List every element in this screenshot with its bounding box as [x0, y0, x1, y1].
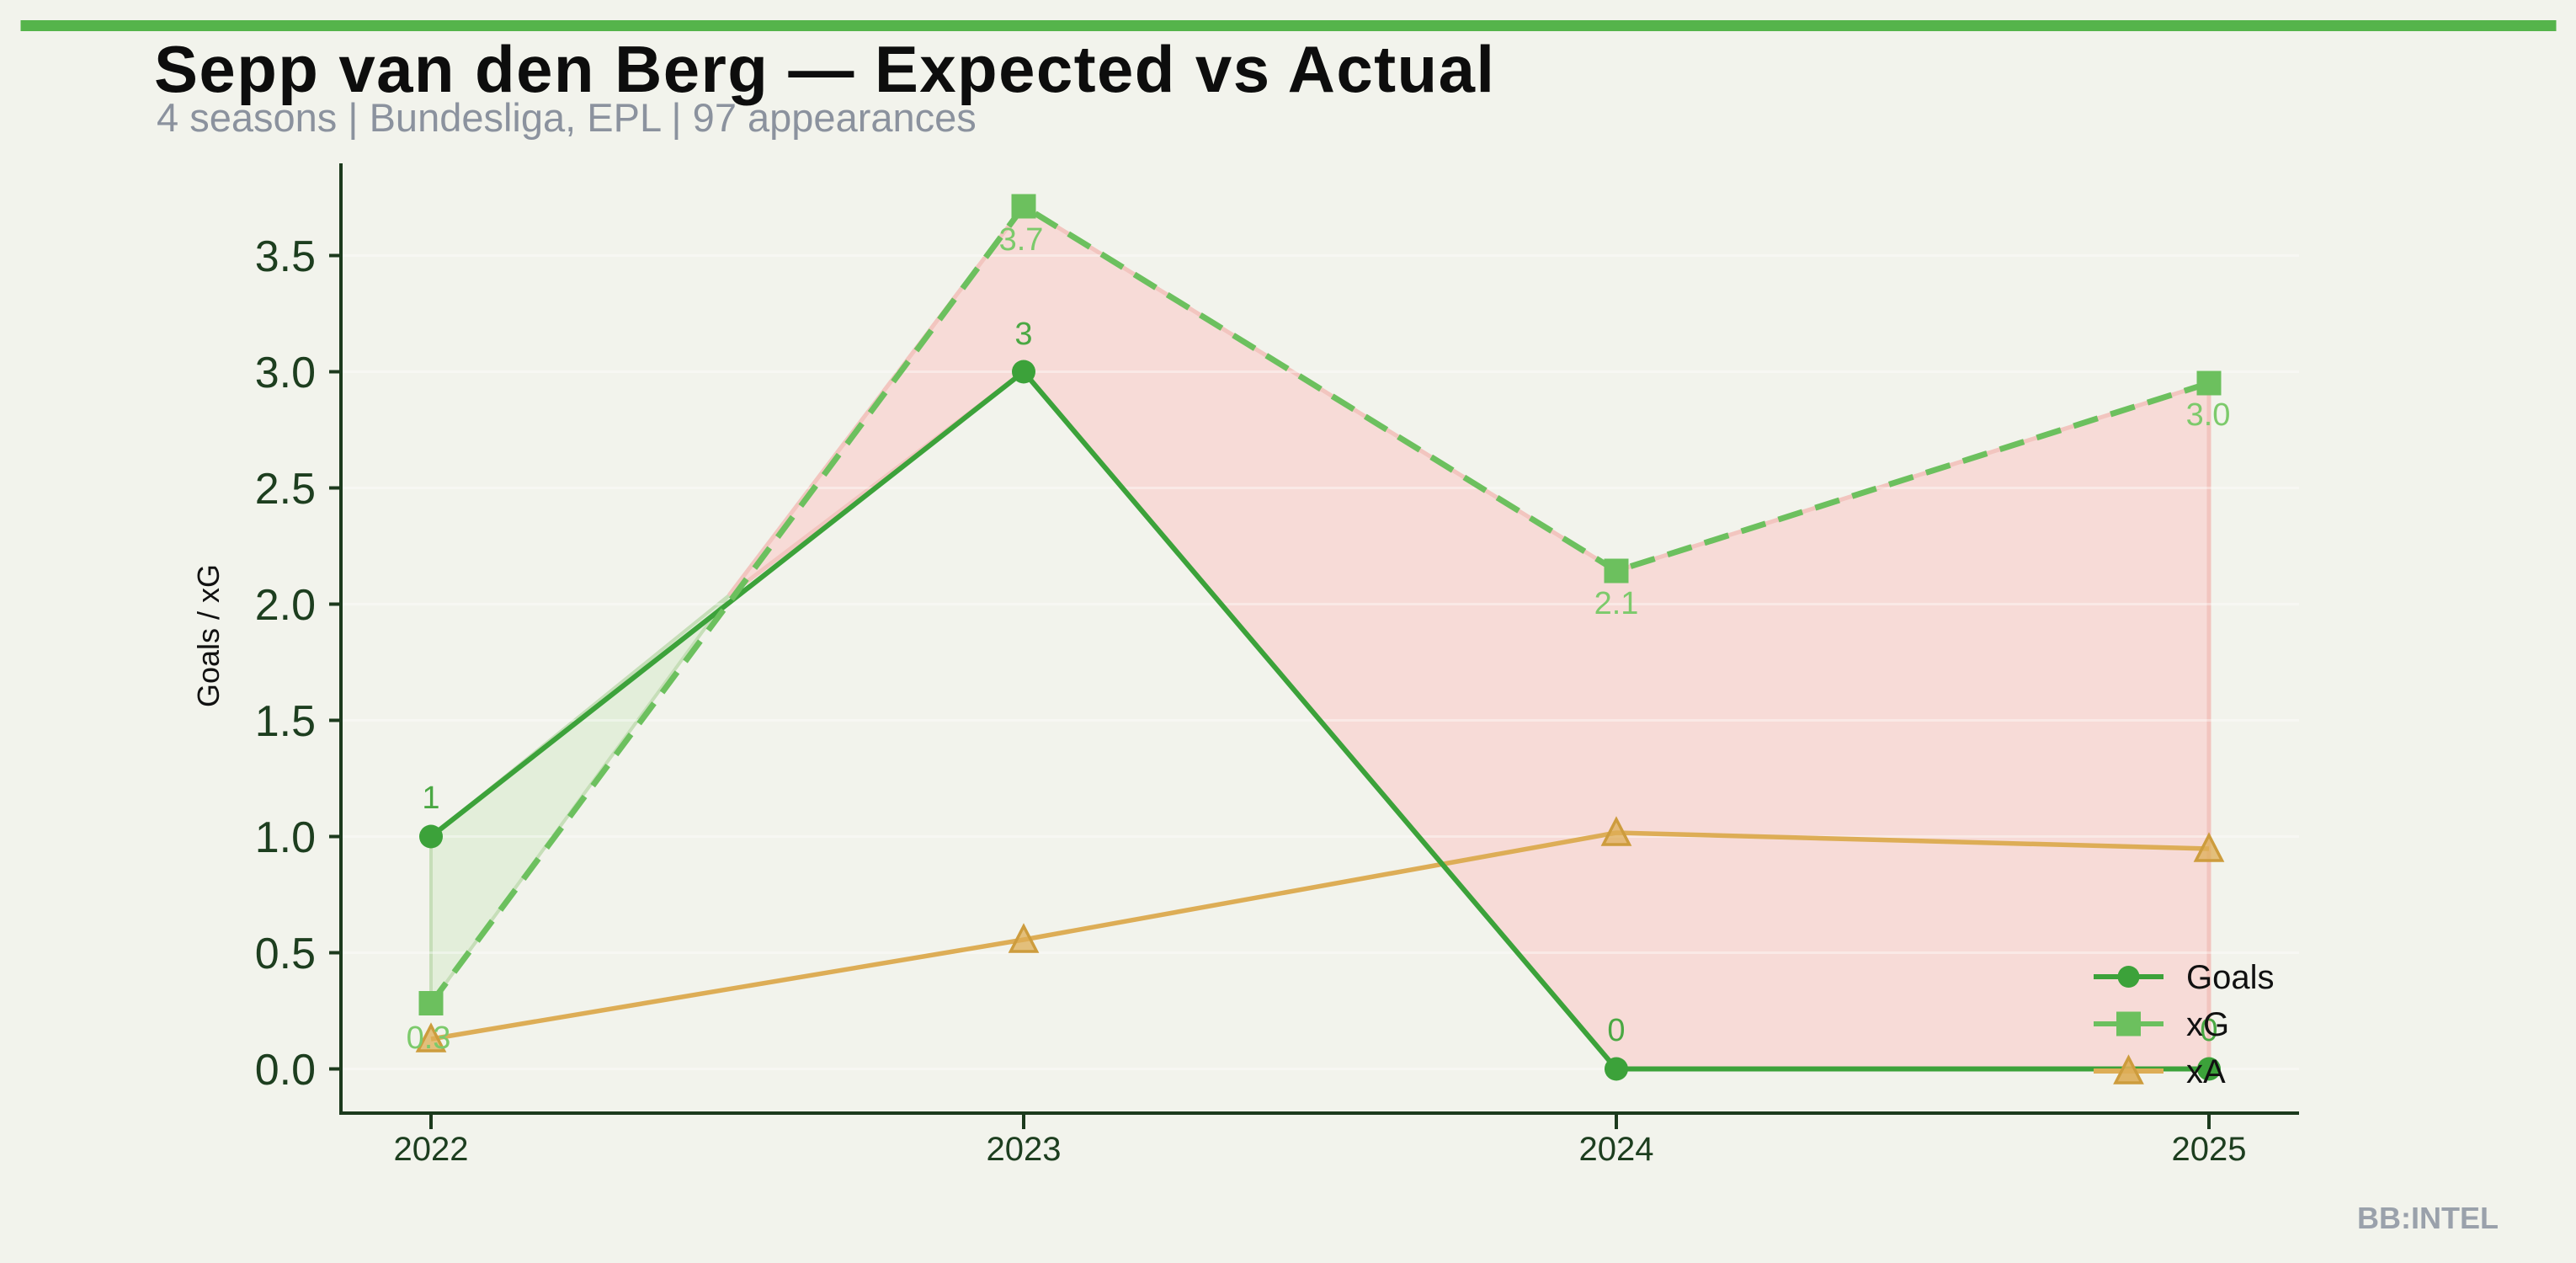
svg-text:BB:INTEL: BB:INTEL [2357, 1201, 2499, 1235]
svg-text:3.7: 3.7 [999, 222, 1044, 258]
svg-text:0: 0 [1607, 1013, 1625, 1048]
svg-text:3.0: 3.0 [2186, 397, 2231, 433]
svg-text:Goals: Goals [2186, 959, 2275, 996]
svg-text:xA: xA [2186, 1053, 2226, 1090]
svg-text:2023: 2023 [987, 1131, 1062, 1168]
svg-text:2.1: 2.1 [1594, 586, 1639, 621]
svg-text:1.5: 1.5 [255, 697, 316, 746]
svg-text:Sepp van den Berg — Expected v: Sepp van den Berg — Expected vs Actual [154, 32, 1495, 106]
svg-text:0: 0 [2200, 1013, 2217, 1048]
svg-text:2.0: 2.0 [255, 581, 316, 630]
svg-text:2.5: 2.5 [255, 465, 316, 514]
svg-text:3.0: 3.0 [255, 349, 316, 397]
svg-text:2022: 2022 [394, 1131, 469, 1168]
svg-text:1: 1 [422, 781, 439, 816]
svg-text:3: 3 [1014, 317, 1032, 352]
svg-text:Goals / xG: Goals / xG [191, 564, 226, 707]
svg-text:0.0: 0.0 [255, 1046, 316, 1095]
svg-text:3.5: 3.5 [255, 232, 316, 281]
svg-text:2025: 2025 [2172, 1131, 2247, 1168]
svg-text:0.5: 0.5 [255, 930, 316, 978]
svg-text:xG: xG [2186, 1006, 2229, 1043]
svg-text:1.0: 1.0 [255, 813, 316, 862]
svg-text:4 seasons | Bundesliga, EPL |: 4 seasons | Bundesliga, EPL | 97 appeara… [157, 95, 977, 140]
svg-text:0.3: 0.3 [407, 1021, 451, 1056]
svg-text:2024: 2024 [1579, 1131, 1654, 1168]
